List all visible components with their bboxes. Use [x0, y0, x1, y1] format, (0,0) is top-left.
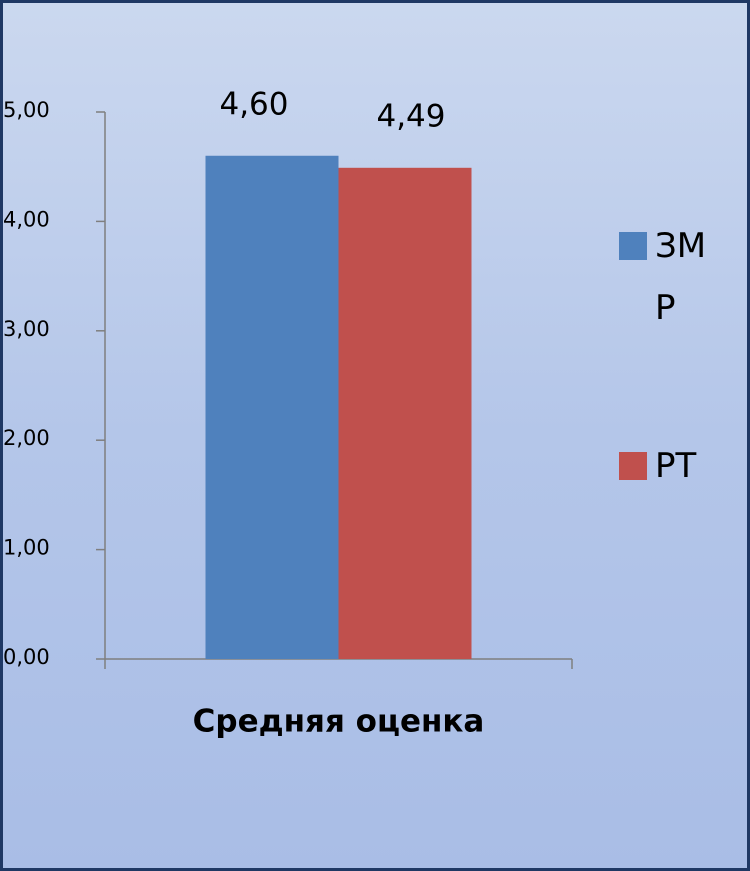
- y-tick-label: 3,00: [3, 317, 50, 341]
- y-tick-label: 0,00: [3, 645, 50, 669]
- x-tick-label: Средняя оценка: [193, 704, 485, 740]
- y-tick-label: 5,00: [3, 98, 50, 122]
- y-tick-label: 1,00: [3, 536, 50, 560]
- legend-item: ЗМР: [619, 215, 725, 339]
- y-tick-label: 2,00: [3, 426, 50, 450]
- legend-swatch: [619, 232, 647, 260]
- bar: [205, 155, 339, 659]
- legend-item: РТ: [619, 435, 725, 497]
- value-label: 4,60: [219, 86, 288, 122]
- value-label: 4,49: [376, 98, 445, 134]
- chart: 0,00 1,00 2,00 3,00 4,00 5,00 Средняя оценка 4,…: [3, 86, 573, 740]
- bar: [338, 167, 472, 659]
- y-tick-label: 4,00: [3, 207, 50, 231]
- legend-label: ЗМР: [655, 226, 707, 328]
- legend-label: РТ: [655, 446, 697, 486]
- legend-swatch: [619, 452, 647, 480]
